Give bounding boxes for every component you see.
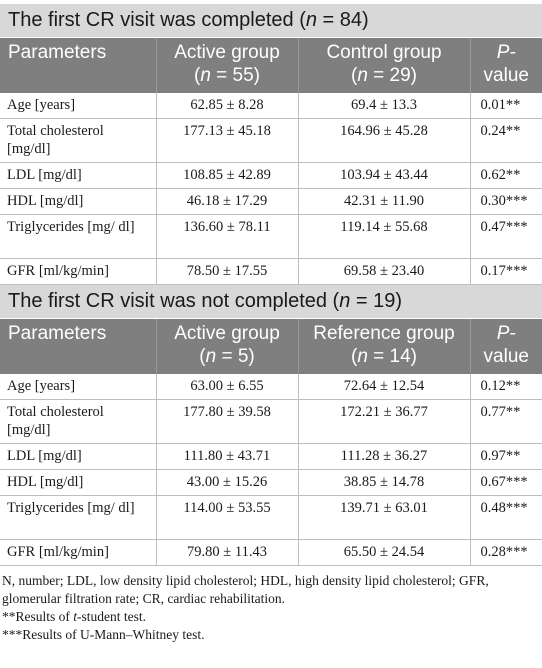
row-parameter: LDL [mg/dl] <box>0 443 156 470</box>
column-header-row: Parameters Active group (n = 55) Control … <box>0 37 542 93</box>
row-reference-value: 72.64 ± 12.54 <box>297 374 470 400</box>
section-title-row: The first CR visit was not completed (n … <box>0 284 542 319</box>
footnote-mann-whitney: ***Results of U-Mann–Whitney test. <box>2 627 205 642</box>
row-active-value: 136.60 ± 78.11 <box>155 214 298 259</box>
table-row: Age [years] 63.00 ± 6.55 72.64 ± 12.54 0… <box>0 374 542 400</box>
header-active-group: Active group (n = 55) <box>155 37 298 93</box>
row-parameter: GFR [ml/kg/min] <box>0 258 156 285</box>
header-parameters: Parameters <box>0 318 156 374</box>
row-control-value: 103.94 ± 43.44 <box>297 162 470 189</box>
row-active-value: 177.80 ± 39.58 <box>155 399 298 444</box>
column-header-row: Parameters Active group (n = 5) Reference… <box>0 318 542 374</box>
section-title: The first CR visit was not completed (n … <box>0 284 542 319</box>
table-row: HDL [mg/dl] 46.18 ± 17.29 42.31 ± 11.90 … <box>0 188 542 215</box>
row-p-value: 0.24** <box>469 118 542 163</box>
row-p-value: 0.12** <box>469 374 542 400</box>
row-active-value: 108.85 ± 42.89 <box>155 162 298 189</box>
section-completed: The first CR visit was completed (n = 84… <box>0 4 542 285</box>
header-p-value: P-value <box>469 318 542 374</box>
row-parameter: HDL [mg/dl] <box>0 188 156 215</box>
row-p-value: 0.77** <box>469 399 542 444</box>
row-parameter: Total cholesterol [mg/dl] <box>0 118 156 163</box>
row-parameter: GFR [ml/kg/min] <box>0 539 156 566</box>
row-p-value: 0.47*** <box>469 214 542 259</box>
table-row: Triglycerides [mg/ dl] 136.60 ± 78.11 11… <box>0 214 542 259</box>
table-row: Triglycerides [mg/ dl] 114.00 ± 53.55 13… <box>0 495 542 540</box>
section-not-completed: The first CR visit was not completed (n … <box>0 284 542 566</box>
table-row: Total cholesterol [mg/dl] 177.80 ± 39.58… <box>0 399 542 444</box>
table-container: The first CR visit was completed (n = 84… <box>0 4 542 644</box>
row-parameter: HDL [mg/dl] <box>0 469 156 496</box>
row-p-value: 0.28*** <box>469 539 542 566</box>
row-control-value: 164.96 ± 45.28 <box>297 118 470 163</box>
row-p-value: 0.67*** <box>469 469 542 496</box>
header-active-group: Active group (n = 5) <box>155 318 298 374</box>
row-active-value: 62.85 ± 8.28 <box>155 93 298 119</box>
row-reference-value: 65.50 ± 24.54 <box>297 539 470 566</box>
row-active-value: 79.80 ± 11.43 <box>155 539 298 566</box>
section-title: The first CR visit was completed (n = 84… <box>0 4 542 38</box>
header-reference-group: Reference group (n = 14) <box>297 318 470 374</box>
header-p-value: P-value <box>469 37 542 93</box>
section-title-row: The first CR visit was completed (n = 84… <box>0 4 542 38</box>
row-active-value: 114.00 ± 53.55 <box>155 495 298 540</box>
row-reference-value: 172.21 ± 36.77 <box>297 399 470 444</box>
table-row: HDL [mg/dl] 43.00 ± 15.26 38.85 ± 14.78 … <box>0 469 542 496</box>
row-reference-value: 38.85 ± 14.78 <box>297 469 470 496</box>
row-active-value: 111.80 ± 43.71 <box>155 443 298 470</box>
row-active-value: 78.50 ± 17.55 <box>155 258 298 285</box>
row-active-value: 43.00 ± 15.26 <box>155 469 298 496</box>
row-parameter: Triglycerides [mg/ dl] <box>0 495 156 540</box>
row-control-value: 42.31 ± 11.90 <box>297 188 470 215</box>
row-parameter: LDL [mg/dl] <box>0 162 156 189</box>
row-p-value: 0.48*** <box>469 495 542 540</box>
row-active-value: 63.00 ± 6.55 <box>155 374 298 400</box>
row-control-value: 119.14 ± 55.68 <box>297 214 470 259</box>
row-active-value: 46.18 ± 17.29 <box>155 188 298 215</box>
table-row: LDL [mg/dl] 111.80 ± 43.71 111.28 ± 36.2… <box>0 443 542 470</box>
row-p-value: 0.17*** <box>469 258 542 285</box>
table-row: GFR [ml/kg/min] 79.80 ± 11.43 65.50 ± 24… <box>0 539 542 566</box>
footnote-t-test: **Results of t-student test. <box>2 609 147 624</box>
table-row: GFR [ml/kg/min] 78.50 ± 17.55 69.58 ± 23… <box>0 258 542 285</box>
table-row: Age [years] 62.85 ± 8.28 69.4 ± 13.3 0.0… <box>0 93 542 119</box>
results-table: The first CR visit was completed (n = 84… <box>0 4 542 566</box>
row-control-value: 69.4 ± 13.3 <box>297 93 470 119</box>
table-footnotes: N, number; LDL, low density lipid choles… <box>0 566 542 644</box>
row-p-value: 0.30*** <box>469 188 542 215</box>
row-parameter: Age [years] <box>0 93 156 119</box>
row-reference-value: 111.28 ± 36.27 <box>297 443 470 470</box>
footnote-abbreviations: N, number; LDL, low density lipid choles… <box>2 573 489 606</box>
row-parameter: Triglycerides [mg/ dl] <box>0 214 156 259</box>
header-control-group: Control group (n = 29) <box>297 37 470 93</box>
row-active-value: 177.13 ± 45.18 <box>155 118 298 163</box>
row-control-value: 69.58 ± 23.40 <box>297 258 470 285</box>
row-parameter: Age [years] <box>0 374 156 400</box>
row-reference-value: 139.71 ± 63.01 <box>297 495 470 540</box>
table-row: Total cholesterol [mg/dl] 177.13 ± 45.18… <box>0 118 542 163</box>
header-parameters: Parameters <box>0 37 156 93</box>
table-row: LDL [mg/dl] 108.85 ± 42.89 103.94 ± 43.4… <box>0 162 542 189</box>
row-p-value: 0.97** <box>469 443 542 470</box>
row-parameter: Total cholesterol [mg/dl] <box>0 399 156 444</box>
row-p-value: 0.01** <box>469 93 542 119</box>
row-p-value: 0.62** <box>469 162 542 189</box>
